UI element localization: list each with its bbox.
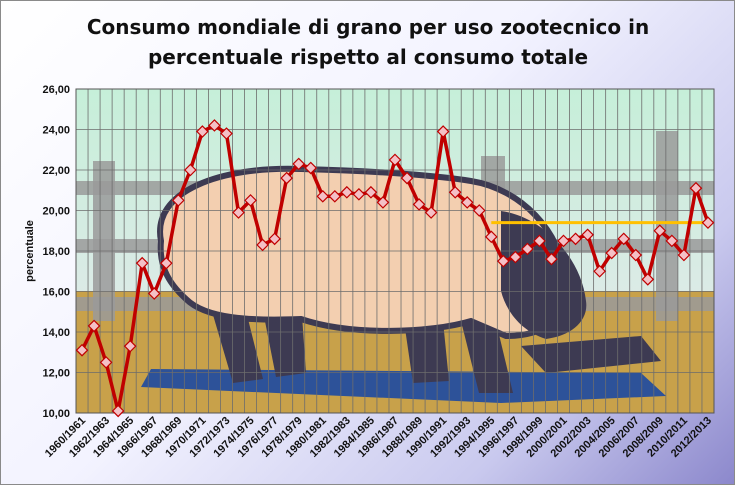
data-point [159, 256, 173, 270]
plot-border [75, 88, 715, 414]
data-point [280, 171, 294, 185]
data-point [208, 119, 221, 132]
trough [521, 336, 661, 373]
data-point [641, 273, 655, 286]
chart-title-line-1: Consumo mondiale di grano per uso zootec… [87, 15, 649, 39]
y-tick-label: 24,00 [42, 125, 70, 137]
data-point [388, 153, 402, 167]
y-tick-label: 16,00 [42, 287, 70, 299]
data-point [352, 187, 366, 201]
data-point [75, 343, 89, 357]
data-point [689, 181, 703, 195]
data-point [316, 189, 330, 203]
data-point [99, 356, 113, 369]
data-point [364, 185, 378, 199]
data-point [220, 127, 233, 140]
series-markers [75, 119, 715, 418]
data-point [424, 206, 438, 219]
data-point [484, 230, 498, 244]
data-point [87, 319, 101, 333]
chart-title-line-2: percentuale rispetto al consumo totale [148, 45, 588, 69]
y-axis: 10,00 12,00 14,00 16,00 18,00 20,00 22,00 24,00… [42, 84, 70, 420]
data-point [292, 157, 306, 171]
data-point [376, 196, 390, 209]
data-point [460, 196, 474, 209]
data-point [629, 248, 643, 262]
data-point [509, 250, 522, 264]
data-point [400, 171, 414, 185]
data-point [496, 254, 510, 268]
y-tick-label: 14,00 [42, 327, 70, 339]
data-point [268, 232, 281, 246]
data-point [123, 339, 137, 353]
data-point [171, 194, 185, 207]
data-point [196, 125, 209, 138]
pig-head [501, 211, 587, 339]
data-point [569, 232, 582, 246]
y-tick-label: 12,00 [42, 368, 70, 380]
y-tick-label: 20,00 [42, 206, 70, 218]
data-point [665, 234, 679, 248]
data-point [677, 248, 691, 262]
y-tick-label: 18,00 [42, 246, 70, 258]
data-point [304, 161, 318, 175]
data-point [533, 234, 546, 248]
data-point [521, 242, 534, 256]
x-axis: 1960/19611962/19631964/19651966/19671968… [43, 415, 714, 460]
y-axis-label: percentuale [24, 220, 36, 282]
data-point [147, 287, 161, 300]
data-point [545, 252, 558, 266]
data-point [256, 238, 269, 252]
data-point [605, 246, 619, 260]
data-point [701, 216, 715, 229]
data-point [328, 189, 342, 203]
data-point [581, 228, 594, 242]
data-point [593, 264, 606, 278]
pig-shadow [141, 369, 666, 403]
y-tick-label: 22,00 [42, 165, 70, 177]
data-point [111, 404, 125, 418]
data-point [617, 232, 631, 246]
data-point [135, 256, 149, 270]
data-point [436, 125, 450, 138]
data-point [184, 163, 197, 177]
data-point [232, 206, 245, 219]
data-point [448, 185, 462, 199]
data-point [244, 194, 257, 207]
data-point [653, 224, 667, 238]
y-tick-label: 10,00 [42, 408, 70, 420]
y-tick-label: 26,00 [42, 84, 70, 96]
data-point [412, 198, 426, 211]
data-point [340, 185, 354, 199]
data-point [472, 204, 486, 217]
data-point [557, 234, 570, 248]
